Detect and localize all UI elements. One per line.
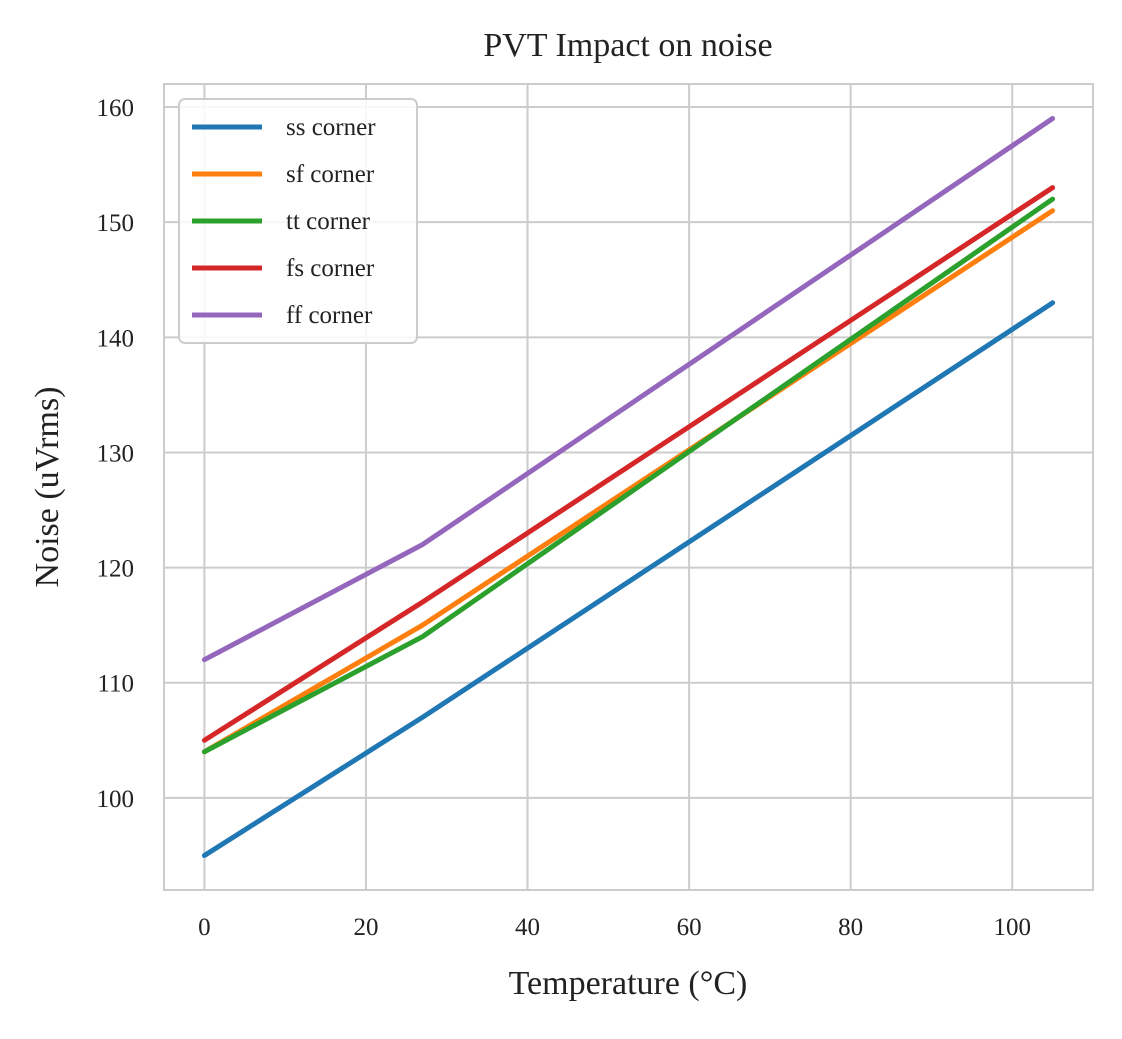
legend-label: ff corner xyxy=(286,302,373,329)
y-tick-label: 160 xyxy=(97,95,135,122)
legend-label: fs corner xyxy=(286,255,375,282)
y-tick-label: 140 xyxy=(97,325,135,352)
chart-title: PVT Impact on noise xyxy=(483,27,772,64)
y-tick-label: 130 xyxy=(97,440,135,467)
series-line-tt-corner xyxy=(201,196,1056,755)
legend-box xyxy=(178,98,418,344)
legend-label: tt corner xyxy=(286,208,371,235)
legend-label: sf corner xyxy=(286,161,375,188)
y-tick-label: 110 xyxy=(97,671,134,698)
tick-labels: 0 20 40 60 80 100 100 110 120 130 140 150 160 xyxy=(97,95,1031,941)
legend: ss corner sf corner tt corner fs corner ff c… xyxy=(178,98,418,344)
plot-frame xyxy=(163,83,1094,891)
y-axis-label: Noise (uVrms) xyxy=(29,387,66,588)
y-tick-label: 120 xyxy=(97,556,135,583)
legend-label: ss corner xyxy=(286,114,376,141)
x-tick-label: 80 xyxy=(838,914,863,941)
x-axis-label: Temperature (°C) xyxy=(509,965,748,1002)
x-tick-label: 100 xyxy=(993,914,1031,941)
x-tick-label: 60 xyxy=(677,914,702,941)
series-line-ss-corner xyxy=(201,300,1056,858)
legend-items: ss corner sf corner tt corner fs corner ff c… xyxy=(192,114,376,329)
series-lines xyxy=(201,116,1056,858)
y-tick-label: 150 xyxy=(97,210,135,237)
x-tick-label: 40 xyxy=(515,914,540,941)
series-line-fs-corner xyxy=(201,185,1056,743)
series-line-sf-corner xyxy=(201,208,1056,755)
x-tick-label: 20 xyxy=(353,914,378,941)
y-tick-label: 100 xyxy=(97,786,135,813)
series-line-ff-corner xyxy=(201,116,1056,663)
x-tick-label: 0 xyxy=(198,914,211,941)
